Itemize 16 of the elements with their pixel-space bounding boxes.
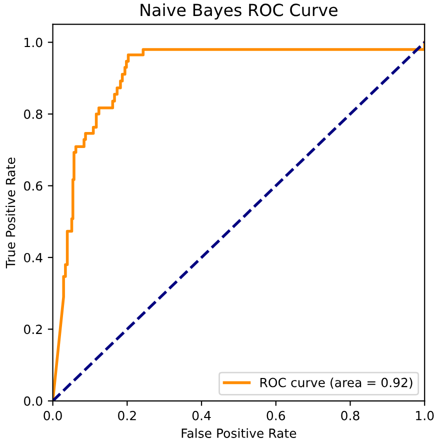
legend-label: ROC curve (area = 0.92) [260, 378, 412, 389]
x-tick-label: 0.8 [341, 410, 360, 420]
y-tick-label: 0.0 [24, 396, 42, 406]
y-tick-label: 0.8 [24, 109, 42, 119]
chart-title: Naive Bayes ROC Curve [140, 3, 338, 20]
x-tick-label: 1.0 [416, 410, 434, 420]
x-tick-label: 0.6 [266, 410, 286, 420]
x-axis-title: False Positive Rate [182, 428, 296, 438]
y-tick-label: 0.2 [24, 324, 42, 334]
y-tick-label: 1.0 [24, 38, 42, 48]
y-tick-label: 0.4 [24, 252, 42, 262]
x-tick-label: 0.2 [118, 410, 136, 420]
x-tick-label: 0.4 [192, 410, 211, 420]
x-tick-label: 0.0 [44, 410, 62, 420]
y-tick-label: 0.6 [24, 181, 42, 191]
y-axis-title: True Positive Rate [6, 158, 16, 268]
